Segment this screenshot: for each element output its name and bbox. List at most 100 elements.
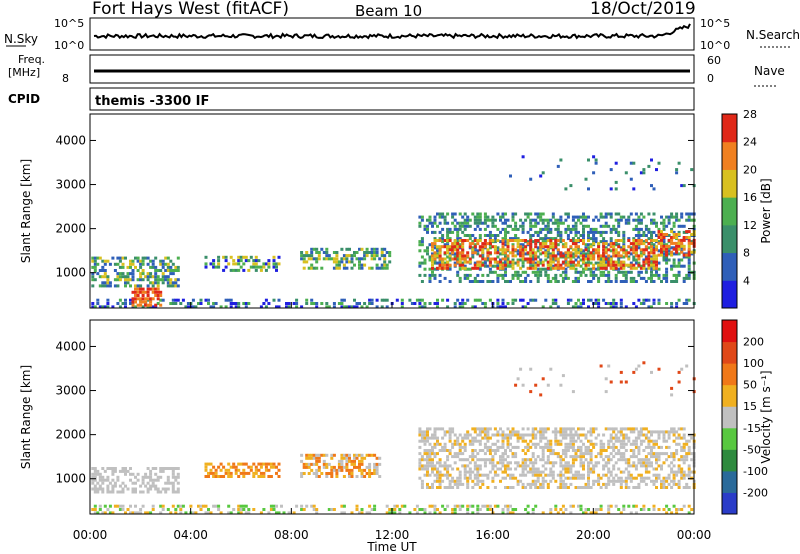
data-cell xyxy=(335,263,339,267)
data-cell xyxy=(670,230,674,234)
data-cell xyxy=(420,218,424,222)
data-cell xyxy=(176,467,180,470)
data-cell xyxy=(493,486,497,489)
data-cell xyxy=(93,490,97,494)
data-cell xyxy=(614,266,618,270)
data-cell xyxy=(506,230,510,234)
data-cell xyxy=(607,243,611,247)
data-cell xyxy=(642,266,646,270)
data-cell xyxy=(420,486,424,489)
data-cell xyxy=(481,482,485,486)
data-cell xyxy=(93,475,97,479)
data-cell xyxy=(358,302,361,305)
data-cell xyxy=(330,257,334,261)
data-cell xyxy=(307,462,311,466)
data-cell xyxy=(650,251,653,255)
data-cell xyxy=(312,247,316,251)
data-cell xyxy=(438,221,442,225)
data-cell xyxy=(431,257,434,261)
data-cell xyxy=(355,504,359,508)
data-cell xyxy=(682,244,686,248)
data-cell xyxy=(224,255,228,259)
data-cell xyxy=(569,445,573,449)
data-cell xyxy=(569,264,573,268)
data-cell xyxy=(554,257,558,261)
data-cell xyxy=(438,239,442,242)
data-cell xyxy=(174,298,178,302)
data-cell xyxy=(506,433,510,437)
data-cell xyxy=(272,462,276,466)
data-cell xyxy=(670,227,674,231)
data-cell xyxy=(471,427,475,431)
data-cell xyxy=(93,269,97,272)
data-cell xyxy=(232,302,236,305)
data-cell xyxy=(267,468,271,472)
data-cell xyxy=(275,305,278,309)
data-cell xyxy=(619,455,623,459)
data-cell xyxy=(204,255,208,259)
data-cell xyxy=(564,470,568,474)
data-cell xyxy=(496,461,500,465)
data-cell xyxy=(169,481,173,485)
data-cell xyxy=(579,239,583,242)
data-cell xyxy=(169,281,173,285)
data-cell xyxy=(486,445,490,449)
data-cell xyxy=(269,475,273,478)
data-cell xyxy=(584,243,588,247)
y-tick-label: 4000 xyxy=(55,339,86,353)
data-cell xyxy=(559,508,563,511)
data-cell xyxy=(443,449,447,452)
data-cell xyxy=(129,265,132,269)
data-cell xyxy=(431,482,434,486)
data-cell xyxy=(139,265,143,269)
data-cell xyxy=(622,251,626,255)
data-cell xyxy=(566,251,570,255)
data-cell xyxy=(561,458,565,462)
data-cell xyxy=(433,276,437,280)
data-cell xyxy=(526,458,530,462)
data-cell xyxy=(164,262,168,266)
data-cell xyxy=(675,473,679,477)
data-cell xyxy=(514,508,518,511)
data-cell xyxy=(348,260,351,264)
data-cell xyxy=(607,504,611,508)
data-cell xyxy=(539,218,543,222)
data-cell xyxy=(541,430,545,434)
data-cell xyxy=(436,261,439,265)
data-cell xyxy=(443,473,447,477)
data-cell xyxy=(587,224,590,228)
data-cell xyxy=(134,265,137,269)
data-cell xyxy=(483,464,487,468)
data-cell xyxy=(604,280,608,283)
data-cell xyxy=(144,297,148,301)
data-cell xyxy=(639,464,643,468)
data-cell xyxy=(149,475,153,479)
data-cell xyxy=(360,459,364,463)
data-cell xyxy=(614,263,618,267)
data-cell xyxy=(516,276,520,280)
data-cell xyxy=(257,265,261,269)
data-cell xyxy=(521,239,525,242)
data-cell xyxy=(536,479,540,483)
data-cell xyxy=(670,302,674,305)
data-cell xyxy=(217,465,221,469)
data-cell xyxy=(478,427,482,431)
data-cell xyxy=(680,238,684,242)
data-cell xyxy=(594,273,598,277)
data-cell xyxy=(159,290,163,294)
data-cell xyxy=(662,433,666,437)
data-cell xyxy=(619,439,623,443)
data-cell xyxy=(212,302,216,305)
data-cell xyxy=(214,468,218,472)
data-cell xyxy=(433,445,437,449)
data-cell xyxy=(493,237,497,241)
data-cell xyxy=(564,230,568,234)
data-cell xyxy=(574,254,578,258)
data-cell xyxy=(413,508,417,511)
data-cell xyxy=(486,264,490,268)
data-cell xyxy=(602,263,606,267)
data-cell xyxy=(458,482,462,486)
data-cell xyxy=(370,453,374,457)
data-cell xyxy=(559,473,563,477)
data-cell xyxy=(433,473,437,477)
